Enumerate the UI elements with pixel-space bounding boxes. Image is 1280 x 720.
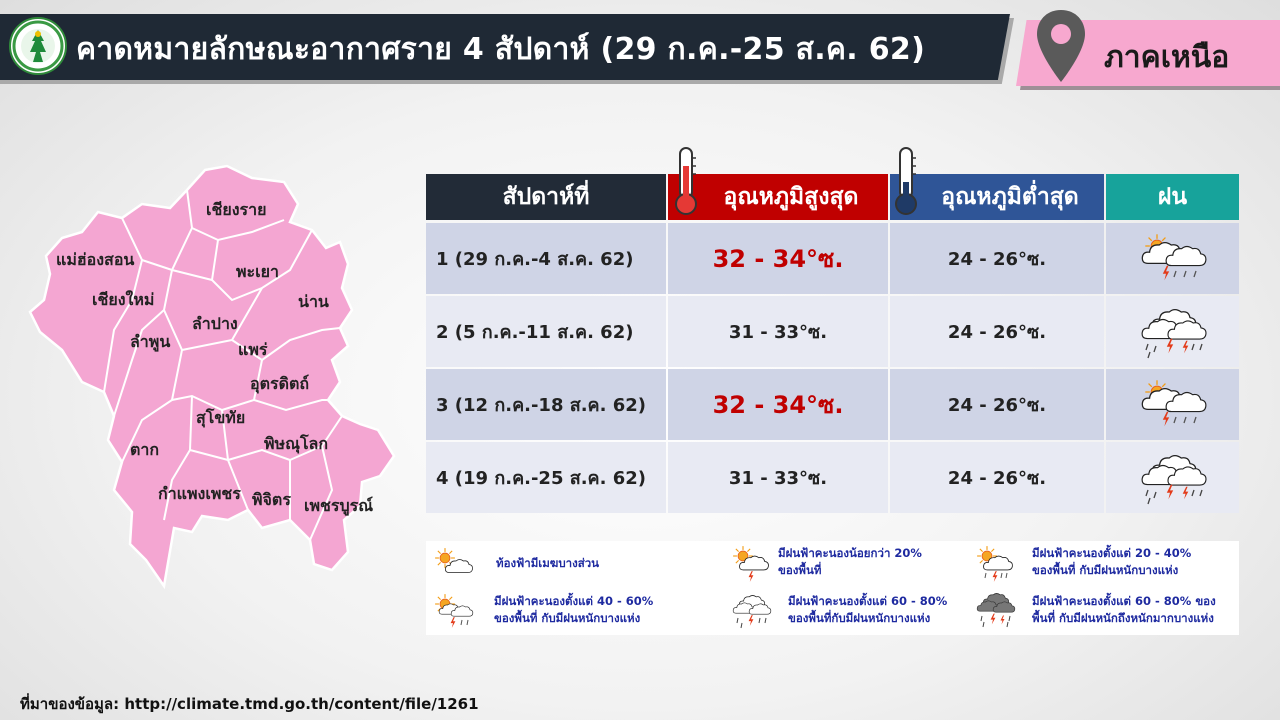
forecast-row: 4 (19 ก.ค.-25 ส.ค. 62) 31 - 33°ซ. 24 - 2… <box>426 442 1239 513</box>
thermometer-cold-icon <box>892 146 920 222</box>
week-cell: 3 (12 ก.ค.-18 ส.ค. 62) <box>426 369 666 440</box>
rain-cell <box>1106 442 1239 513</box>
province-phayao: พะเยา <box>236 262 279 281</box>
province-chiang-mai: เชียงใหม่ <box>92 290 155 309</box>
week-cell: 2 (5 ก.ค.-11 ส.ค. 62) <box>426 296 666 367</box>
header-week: สัปดาห์ที่ <box>426 174 666 220</box>
thunderstorm-sun-rain-icon <box>976 545 1013 582</box>
max-temp-cell: 31 - 33°ซ. <box>668 442 888 513</box>
legend-text: ท้องฟ้ามีเมฆบางส่วน <box>496 555 599 572</box>
legend-line: พื้นที่ กับมีฝนหนักถึงหนักมากบางแห่ง <box>1032 611 1214 625</box>
header-max-temp: อุณหภูมิสูงสุด <box>668 174 888 220</box>
min-temp-cell: 24 - 26°ซ. <box>890 442 1104 513</box>
thunderstorm-sun-icon <box>1141 379 1206 426</box>
thunderstorm-heavy-icon <box>1141 454 1207 504</box>
province-lampang: ลำปาง <box>192 314 238 333</box>
thermometer-hot-icon <box>672 146 700 222</box>
legend-text: มีฝนฟ้าคะนองตั้งแต่ 20 - 40% ของพื้นที่ ก… <box>1032 545 1191 579</box>
map-pin-icon <box>1034 8 1088 88</box>
legend-line: มีฝนฟ้าคะนองตั้งแต่ 60 - 80% ของ <box>1032 594 1216 608</box>
province-chiang-rai: เชียงราย <box>206 200 267 219</box>
province-tak: ตาก <box>130 440 160 459</box>
rain-cell <box>1106 369 1239 440</box>
thunderstorm-sun-icon <box>1141 233 1206 280</box>
page-title: คาดหมายลักษณะอากาศราย 4 สัปดาห์ (29 ก.ค.… <box>76 32 926 67</box>
legend-line: ของพื้นที่ กับมีฝนหนักบางแห่ง <box>1032 563 1179 577</box>
max-temp-cell: 32 - 34°ซ. <box>668 369 888 440</box>
forecast-row: 3 (12 ก.ค.-18 ส.ค. 62) 32 - 34°ซ. 24 - 2… <box>426 369 1239 440</box>
legend-line: ท้องฟ้ามีเมฆบางส่วน <box>496 556 600 570</box>
thunderstorm-heavy-icon <box>1141 308 1207 358</box>
forecast-row: 1 (29 ก.ค.-4 ส.ค. 62) 32 - 34°ซ. 24 - 26… <box>426 223 1239 294</box>
thunderstorm-sun-icon <box>732 545 769 582</box>
thunderstorm-heavy-icon <box>732 595 772 629</box>
tmd-logo-icon <box>9 17 67 75</box>
week-cell: 4 (19 ก.ค.-25 ส.ค. 62) <box>426 442 666 513</box>
max-temp-cell: 32 - 34°ซ. <box>668 223 888 294</box>
min-temp-cell: 24 - 26°ซ. <box>890 369 1104 440</box>
legend-line: มีฝนฟ้าคะนองน้อยกว่า 20% <box>778 546 922 560</box>
legend-line: ของพื้นที่กับมีฝนหนักบางแห่ง <box>788 611 931 625</box>
legend-line: มีฝนฟ้าคะนองตั้งแต่ 60 - 80% <box>788 594 948 608</box>
forecast-row: 2 (5 ก.ค.-11 ส.ค. 62) 31 - 33°ซ. 24 - 26… <box>426 296 1239 367</box>
province-phitsanulok: พิษณุโลก <box>264 434 329 453</box>
min-temp-cell: 24 - 26°ซ. <box>890 223 1104 294</box>
header-min-temp: อุณหภูมิต่ำสุด <box>890 174 1104 220</box>
province-phetchabun: เพชรบูรณ์ <box>304 496 374 515</box>
min-temp-cell: 24 - 26°ซ. <box>890 296 1104 367</box>
thunderstorm-sun-heavy-icon <box>434 593 474 628</box>
legend-line: มีฝนฟ้าคะนองตั้งแต่ 40 - 60% <box>494 594 654 608</box>
province-uttaradit: อุตรดิตถ์ <box>250 374 310 393</box>
legend-text: มีฝนฟ้าคะนองตั้งแต่ 60 - 80% ของพื้นที่ … <box>1032 593 1216 627</box>
legend-text: มีฝนฟ้าคะนองตั้งแต่ 40 - 60% ของพื้นที่ ก… <box>494 593 653 627</box>
legend-line: มีฝนฟ้าคะนองตั้งแต่ 20 - 40% <box>1032 546 1192 560</box>
header-rain: ฝน <box>1106 174 1239 220</box>
thunderstorm-dark-icon <box>976 593 1016 628</box>
province-phichit: พิจิตร <box>252 490 291 509</box>
rain-cell <box>1106 223 1239 294</box>
map-region-outline <box>28 164 396 590</box>
region-label: ภาคเหนือ <box>1104 40 1230 75</box>
legend-text: มีฝนฟ้าคะนองน้อยกว่า 20% ของพื้นที่ <box>778 545 922 579</box>
province-kamphaeng-phet: กำแพงเพชร <box>158 484 241 503</box>
legend-line: ของพื้นที่ <box>778 563 822 577</box>
week-cell: 1 (29 ก.ค.-4 ส.ค. 62) <box>426 223 666 294</box>
rain-cell <box>1106 296 1239 367</box>
partly-cloudy-icon <box>434 547 473 573</box>
region-map: เชียงราย แม่ฮ่องสอน พะเยา เชียงใหม่ น่าน… <box>22 160 402 594</box>
legend-panel: ท้องฟ้ามีเมฆบางส่วน มีฝนฟ้าคะนองน้อยกว่า… <box>426 541 1239 635</box>
province-mae-hong-son: แม่ฮ่องสอน <box>56 250 135 269</box>
legend-line: ของพื้นที่ กับมีฝนหนักบางแห่ง <box>494 611 641 625</box>
province-lamphun: ลำพูน <box>130 332 171 351</box>
data-source: ที่มาของข้อมูล: http://climate.tmd.go.th… <box>20 695 479 713</box>
province-sukhothai: สุโขทัย <box>196 408 246 427</box>
max-temp-cell: 31 - 33°ซ. <box>668 296 888 367</box>
header-bar <box>0 14 1010 80</box>
province-phrae: แพร่ <box>238 340 268 359</box>
province-nan: น่าน <box>298 292 329 311</box>
legend-text: มีฝนฟ้าคะนองตั้งแต่ 60 - 80% ของพื้นที่กั… <box>788 593 947 627</box>
